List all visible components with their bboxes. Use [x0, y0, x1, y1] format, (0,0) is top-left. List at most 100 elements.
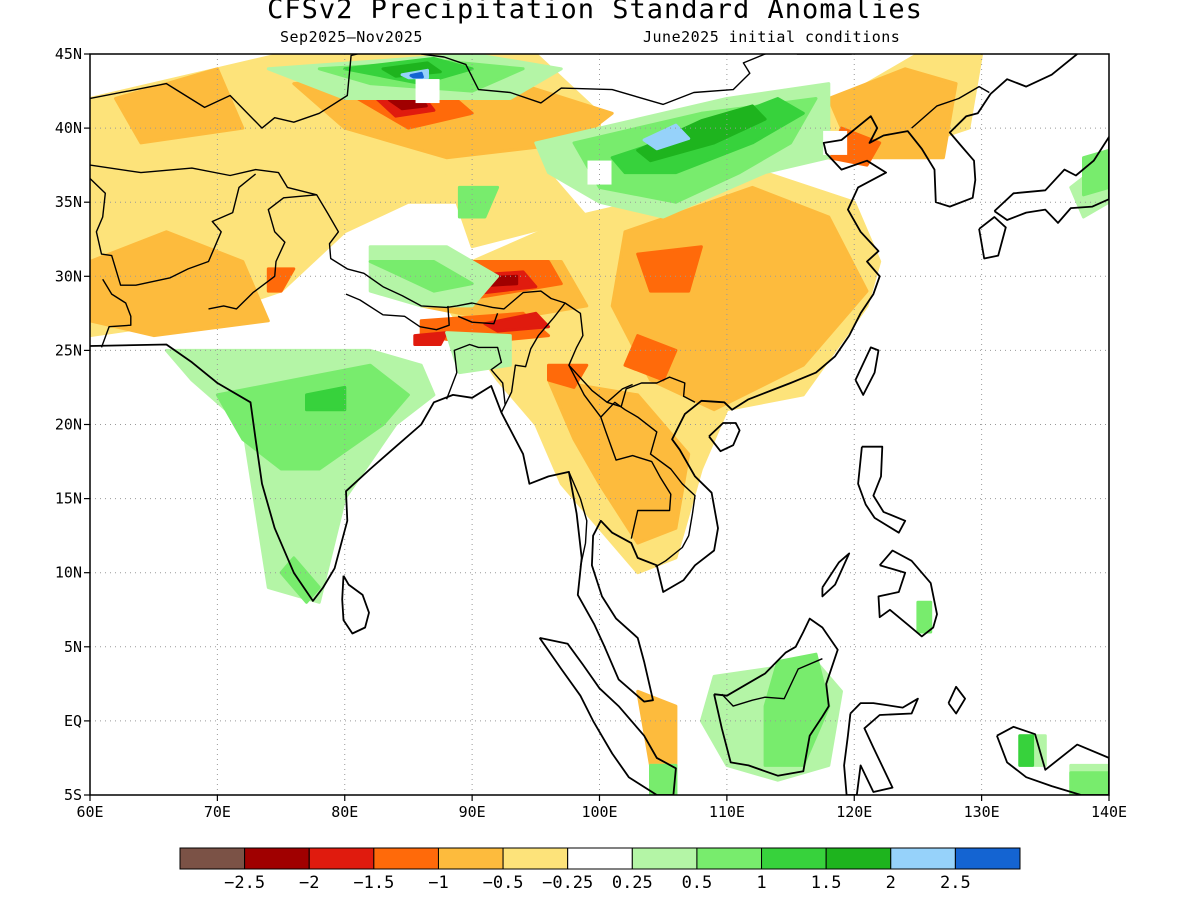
- coastline-9: [821, 552, 851, 598]
- lon-tick-label: 120E: [836, 803, 872, 821]
- gridlines: [90, 54, 1109, 795]
- anomaly-region-9-0: [642, 123, 691, 151]
- border-8: [345, 293, 450, 331]
- anomaly-region-6-9: [649, 763, 678, 795]
- lat-tick-label: EQ: [64, 712, 82, 730]
- anomaly-region-10-0: [409, 71, 424, 79]
- lon-tick-label: 130E: [964, 803, 1000, 821]
- colorbar-swatch-9: [761, 847, 827, 870]
- colorbar-label: 2: [886, 873, 896, 893]
- anomaly-region-6-8: [916, 600, 933, 634]
- border-14: [600, 401, 696, 568]
- anomaly-region-1-3: [90, 230, 270, 338]
- colorbar-label: 1.5: [811, 873, 842, 893]
- border-0: [90, 164, 696, 408]
- missing-data-block-0: [415, 79, 440, 104]
- lon-tick-label: 80E: [331, 803, 358, 821]
- anomaly-region-6-10: [1069, 771, 1109, 795]
- colorbar-label: −1: [428, 873, 448, 893]
- lat-tick-label: 5S: [64, 786, 82, 804]
- border-17: [434, 0, 485, 51]
- colorbar-swatch-1: [244, 847, 310, 870]
- border-2: [421, 54, 766, 106]
- border-13: [568, 471, 588, 567]
- lon-tick-label: 140E: [1091, 803, 1127, 821]
- lat-tick-label: 30N: [55, 267, 82, 285]
- lat-tick-label: 10N: [55, 564, 82, 582]
- anomaly-region-6-5: [279, 556, 321, 604]
- anomaly-region-7-3: [1018, 734, 1035, 767]
- coastline-5: [708, 422, 741, 453]
- colorbar-label: 0.25: [612, 873, 653, 893]
- anomaly-region-3-2: [483, 311, 550, 333]
- border-5: [90, 173, 257, 286]
- anomaly-region-1-6: [114, 67, 245, 145]
- initial-conditions: June2025 initial conditions: [643, 28, 901, 46]
- lon-tick-label: 70E: [204, 803, 231, 821]
- border-10: [445, 343, 506, 406]
- colorbar-swatch-3: [373, 847, 439, 870]
- border-19: [1121, 758, 1122, 795]
- anomaly-region-6-2: [763, 652, 831, 767]
- lat-tick-label: 25N: [55, 341, 82, 359]
- axis-ticks: 60E 70E 80E 90E 100E 110E 120E 130E 140E 45N 40N 35…: [55, 45, 1127, 821]
- coastline-1: [341, 575, 370, 635]
- colorbar-swatch-11: [890, 847, 956, 870]
- border-11: [500, 302, 566, 413]
- colorbar-label: −0.5: [483, 873, 524, 893]
- coastline-4: [843, 697, 919, 795]
- border-6: [208, 194, 317, 310]
- border-1: [90, 54, 358, 129]
- anomaly-region-3-3: [413, 331, 449, 346]
- lat-tick-label: 5N: [64, 638, 82, 656]
- coastline-12: [996, 725, 1109, 795]
- lon-tick-label: 90E: [459, 803, 486, 821]
- lon-tick-label: 100E: [581, 803, 617, 821]
- colorbar-swatch-2: [308, 847, 375, 870]
- colorbar-swatch-6: [567, 847, 633, 870]
- border-18: [763, 54, 768, 55]
- lat-tick-label: 45N: [55, 45, 82, 63]
- anomaly-region-2-7: [547, 363, 589, 389]
- coastline-6: [854, 346, 880, 396]
- colorbar-label: −1.5: [353, 873, 394, 893]
- colorbar-label: −2: [299, 873, 319, 893]
- anomaly-region-6-4: [368, 260, 474, 293]
- colorbar-label: −2.5: [224, 873, 265, 893]
- lat-tick-label: 15N: [55, 490, 82, 508]
- border-9: [457, 313, 499, 325]
- chart-title: CFSv2 Precipitation Standard Anomalies: [267, 0, 923, 25]
- colorbar-swatch-7: [631, 847, 698, 870]
- border-7: [100, 278, 132, 348]
- anomaly-region-6-6: [457, 185, 500, 219]
- coastline-2: [538, 637, 677, 795]
- colorbar-swatch-5: [502, 847, 569, 870]
- colorbar-swatch-8: [696, 847, 763, 870]
- coastline-7: [857, 445, 907, 534]
- colorbar-label: 1: [756, 873, 766, 893]
- coastline-13: [947, 685, 966, 715]
- lat-tick-label: 35N: [55, 193, 82, 211]
- anomaly-region-2-3: [636, 245, 703, 293]
- colorbar-swatch-10: [825, 847, 892, 870]
- border-15: [606, 383, 633, 403]
- anomaly-region-6-7: [1082, 148, 1109, 197]
- lon-tick-label: 60E: [76, 803, 103, 821]
- colorbar-label: 2.5: [940, 873, 971, 893]
- colorbar-swatch-12: [954, 847, 1021, 870]
- anomaly-region-6-0: [215, 363, 410, 471]
- colorbar: −2.5 −2 −1.5 −1 −0.5 −0.25 0.25 0.5 1 1.5 2 2.5: [179, 847, 1021, 893]
- colorbar-swatch-0: [179, 847, 246, 870]
- coastline-8: [877, 549, 938, 638]
- coastline-11: [978, 216, 1007, 260]
- lat-tick-label: 20N: [55, 416, 82, 434]
- border-4: [911, 85, 990, 129]
- colorbar-swatch-4: [437, 847, 504, 870]
- colorbar-label: 0.5: [682, 873, 713, 893]
- coastlines: [90, 54, 1109, 795]
- anomaly-region-1-2: [547, 378, 691, 545]
- border-12: [568, 364, 672, 539]
- colorbar-label: −0.25: [542, 873, 593, 893]
- forecast-period: Sep2025—Nov2025: [280, 28, 423, 46]
